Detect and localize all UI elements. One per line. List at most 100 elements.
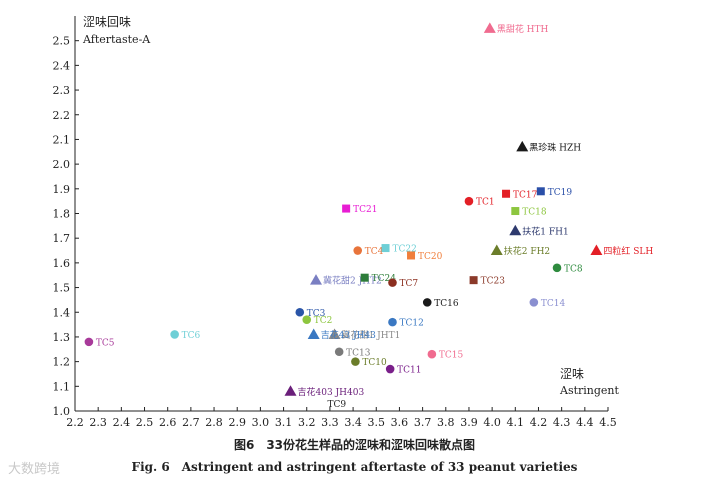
point-label: 吉花43 JH43 (321, 329, 376, 341)
point-label: 黑甜花 HTH (497, 23, 549, 35)
data-point: TC22 (381, 244, 417, 255)
point-label: TC11 (397, 366, 421, 376)
y-tick-label: 1.9 (53, 183, 71, 196)
data-point: TC3 (295, 307, 326, 319)
point-marker (302, 315, 312, 324)
x-tick-label: 2.3 (89, 416, 107, 429)
y-tick-label: 2.4 (53, 59, 71, 72)
point-marker (536, 187, 545, 196)
point-label: 四粒红 SLH (603, 245, 653, 257)
data-point: TC24 (360, 273, 397, 284)
point-marker (351, 357, 360, 366)
point-marker (407, 251, 416, 260)
x-tick-label: 3.1 (275, 416, 293, 429)
point-marker (490, 244, 503, 256)
x-tick-label: 3.3 (321, 416, 339, 429)
point-marker (552, 263, 562, 273)
point-marker (307, 328, 320, 339)
x-tick-label: 3.2 (298, 416, 316, 429)
data-point: TC2 (302, 315, 332, 326)
y-tick-label: 2.1 (53, 133, 71, 146)
data-point: TC13 (334, 347, 371, 358)
data-point: TC20 (407, 251, 443, 262)
point-label: TC13 (346, 348, 371, 358)
y-tick-label: 1.8 (53, 208, 71, 221)
point-marker (381, 244, 390, 253)
point-marker (170, 330, 179, 339)
y-tick-label: 2.3 (53, 84, 71, 97)
y-axis-label-en: Aftertaste-A (82, 33, 151, 46)
data-point: TC14 (529, 298, 565, 309)
data-point: 吉花403 JH403 (284, 385, 365, 398)
point-marker (385, 364, 395, 374)
x-tick-label: 4.2 (530, 416, 548, 429)
y-tick-label: 1.6 (53, 257, 71, 270)
point-label: TC18 (522, 208, 547, 218)
data-point: TC15 (427, 349, 463, 361)
x-tick-label: 2.5 (136, 416, 154, 429)
point-marker (84, 337, 94, 347)
point-marker (334, 347, 344, 357)
point-label: TC10 (362, 358, 387, 368)
point-label: TC4 (365, 247, 384, 257)
point-label: TC3 (307, 309, 326, 319)
x-tick-label: 2.7 (182, 416, 200, 429)
point-marker (590, 244, 603, 256)
data-point: TC11 (385, 364, 422, 376)
data-point: TC23 (469, 276, 506, 287)
point-marker (342, 204, 351, 213)
data-point: TC6 (170, 330, 201, 341)
point-label: TC16 (434, 299, 459, 309)
point-marker (310, 274, 323, 285)
point-marker (427, 349, 437, 359)
x-tick-label: 4.4 (576, 416, 594, 429)
x-tick-label: 4.3 (553, 416, 571, 429)
point-marker (502, 189, 511, 198)
y-tick-label: 2.0 (53, 158, 71, 171)
data-point: 扶花2 FH2 (490, 244, 550, 257)
data-point: 黑甜花 HTH (483, 22, 549, 35)
scatter-chart: 2.2 2.3 2.4 2.5 2.6 2.7 2.8 2.9 3.0 3.1 3.2 3.3 3.4 3… (53, 14, 654, 429)
point-label: TC22 (393, 245, 417, 255)
point-marker (469, 276, 478, 285)
point-label: TC17 (513, 190, 538, 200)
x-tick-label: 3.4 (344, 416, 362, 429)
x-tick-label: 4.5 (599, 416, 617, 429)
caption-en: Fig. 6 Astringent and astringent afterta… (131, 460, 578, 474)
y-tick-label: 1.0 (53, 405, 71, 418)
y-tick-label: 2.5 (53, 35, 71, 48)
point-marker (360, 273, 369, 282)
y-tick-label: 1.2 (53, 356, 71, 369)
point-marker (529, 298, 539, 307)
point-label: TC23 (481, 277, 506, 287)
data-point: TC21 (342, 204, 377, 215)
point-label: TC24 (372, 274, 397, 284)
point-label: TC20 (418, 252, 443, 262)
data-point: TC5 (84, 337, 115, 348)
point-label: TC12 (399, 319, 423, 329)
data-points: 黑甜花 HTH 黑珍珠 HZH TC19 TC17 TC1 TC18 TC21 扶花1 FH1… (84, 22, 653, 410)
data-point: TC7 (388, 278, 418, 289)
x-axis-label-en: Astringent (559, 384, 620, 397)
point-marker (328, 328, 341, 339)
data-point: TC18 (511, 207, 547, 218)
data-point: TC9 (328, 400, 347, 410)
point-label: 扶花1 FH1 (522, 225, 568, 237)
data-point: TC16 (422, 298, 459, 309)
x-tick-label: 3.8 (437, 416, 455, 429)
point-marker (284, 385, 297, 396)
point-marker (295, 307, 305, 317)
x-tick-label: 3.5 (368, 416, 386, 429)
x-tick-label: 2.2 (66, 416, 84, 429)
point-label: TC1 (476, 198, 495, 208)
point-label: TC21 (353, 205, 377, 215)
point-label: 黑珍珠 HZH (529, 141, 581, 153)
x-tick-label: 2.4 (113, 416, 131, 429)
data-point: TC8 (552, 263, 583, 274)
point-marker (516, 140, 529, 152)
x-tick-label: 4.0 (483, 416, 501, 429)
data-point: 扶花1 FH1 (509, 224, 569, 237)
point-label: TC8 (564, 264, 583, 274)
y-tick-label: 2.2 (53, 109, 71, 122)
point-label: 吉花403 JH403 (298, 386, 365, 398)
